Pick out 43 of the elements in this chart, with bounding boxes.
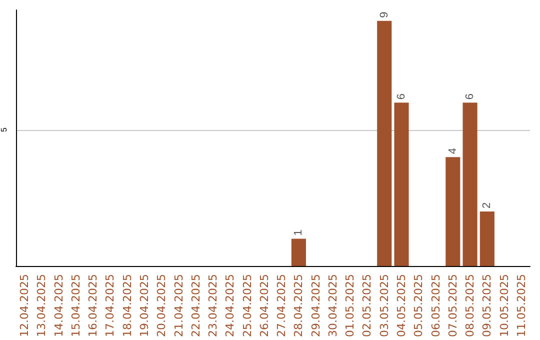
x-tick-label: 11.05.2025	[514, 274, 528, 338]
x-tick-label: 25.04.2025	[240, 274, 254, 338]
x-tick-label: 06.05.2025	[429, 274, 442, 338]
x-tick-label: 24.04.2025	[224, 274, 237, 338]
data-label: 1	[292, 230, 305, 236]
bar	[394, 102, 409, 266]
x-tick-label: 22.04.2025	[189, 274, 202, 338]
x-tick-label: 04.05.2025	[395, 274, 408, 338]
x-tick-label: 17.04.2025	[104, 274, 117, 338]
x-tick-label: 23.04.2025	[206, 274, 220, 338]
x-tick-label: 26.04.2025	[258, 274, 271, 338]
bar	[480, 212, 494, 266]
data-label: 2	[481, 202, 494, 209]
bar	[446, 157, 460, 266]
x-tick-label: 05.05.2025	[412, 274, 426, 338]
data-label: 9	[378, 12, 390, 18]
data-label: 6	[464, 93, 476, 100]
x-tick-label: 15.04.2025	[69, 274, 82, 338]
x-tick-label: 02.05.2025	[360, 274, 374, 338]
x-tick-label: 01.05.2025	[344, 274, 357, 338]
bar	[462, 102, 478, 266]
bar	[377, 20, 392, 266]
x-tick-label: 28.04.2025	[292, 274, 306, 338]
x-tick-label: 13.04.2025	[35, 274, 48, 338]
x-tick-label: 30.04.2025	[326, 274, 340, 338]
bar	[291, 238, 306, 266]
x-tick-label: 18.04.2025	[120, 274, 134, 338]
x-tick-label: 03.05.2025	[378, 274, 391, 338]
x-tick-label: 14.04.2025	[52, 274, 66, 338]
x-tick-label: 12.04.2025	[18, 274, 32, 338]
x-tick-label: 21.04.2025	[172, 274, 186, 338]
x-tick-label: 08.05.2025	[464, 274, 477, 338]
x-tick-label: 10.05.2025	[498, 274, 511, 338]
x-tick-label: 16.04.2025	[86, 274, 100, 338]
x-tick-label: 29.04.2025	[309, 274, 322, 338]
x-tick-label: 27.04.2025	[275, 274, 288, 338]
x-tick-label: 09.05.2025	[480, 274, 494, 338]
data-label: 6	[396, 93, 408, 100]
x-tick-label: 07.05.2025	[446, 274, 460, 338]
x-tick-label: 20.04.2025	[155, 274, 168, 338]
data-label: 4	[446, 148, 459, 154]
x-tick-label: 19.04.2025	[138, 274, 151, 338]
y-tick-label: 5	[0, 127, 8, 132]
